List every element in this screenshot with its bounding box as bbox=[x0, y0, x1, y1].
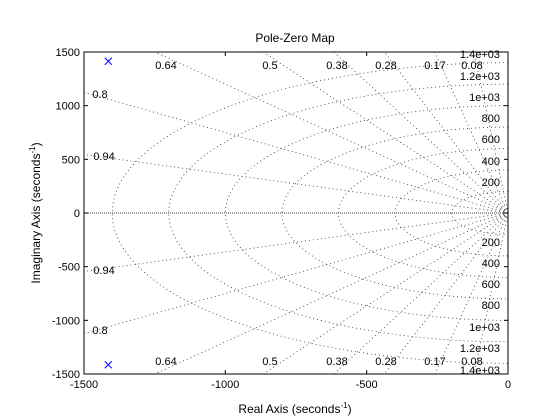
frequency-label: 200 bbox=[482, 237, 500, 249]
x-tick-label: -1500 bbox=[70, 379, 98, 391]
damping-label: 0.94 bbox=[93, 151, 114, 163]
damping-label: 0.64 bbox=[155, 60, 176, 72]
damping-label: 0.08 bbox=[461, 60, 482, 72]
frequency-label: 1.2e+03 bbox=[460, 71, 500, 83]
damping-label: 0.28 bbox=[375, 356, 396, 368]
frequency-grid-circle bbox=[281, 126, 508, 300]
mark-layer bbox=[104, 57, 113, 369]
damping-grid-line bbox=[84, 154, 508, 214]
axes-layer: -1500 -1000 -500 0 1500 1000 500 0 -500 -1000 -150… bbox=[52, 47, 511, 391]
frequency-grid-circle bbox=[112, 62, 508, 364]
x-tick-label: 0 bbox=[505, 379, 511, 391]
text-layer: Pole-Zero Map Real Axis (seconds-1) Imag… bbox=[28, 31, 500, 416]
damping-label: 0.38 bbox=[326, 356, 347, 368]
y-tick-label: -1500 bbox=[52, 369, 80, 381]
x-axis-label: Real Axis (seconds-1) bbox=[238, 401, 351, 416]
y-tick-label: 1000 bbox=[56, 101, 80, 113]
damping-label: 0.8 bbox=[92, 89, 107, 101]
damping-label: 0.28 bbox=[375, 60, 396, 72]
y-tick-label: 0 bbox=[74, 208, 80, 220]
frequency-label: 1e+03 bbox=[469, 92, 500, 104]
damping-label: 0.08 bbox=[461, 356, 482, 368]
frequency-label: 1.4e+03 bbox=[460, 49, 500, 61]
y-tick-label: -1000 bbox=[52, 315, 80, 327]
damping-grid-line bbox=[84, 212, 508, 272]
pole-marker bbox=[104, 57, 113, 66]
frequency-label: 1.4e+03 bbox=[460, 365, 500, 377]
damping-label: 0.17 bbox=[424, 356, 445, 368]
y-tick-label: 500 bbox=[62, 154, 80, 166]
damping-label: 0.8 bbox=[92, 325, 107, 337]
damping-label: 0.5 bbox=[262, 60, 277, 72]
y-tick-label: 1500 bbox=[56, 47, 80, 59]
frequency-label: 600 bbox=[482, 279, 500, 291]
damping-label: 0.38 bbox=[326, 60, 347, 72]
pole-marker bbox=[104, 360, 113, 369]
frequency-label: 1.2e+03 bbox=[460, 343, 500, 355]
frequency-label: 200 bbox=[482, 177, 500, 189]
y-axis-label: Imaginary Axis (seconds-1) bbox=[28, 142, 43, 283]
frequency-label: 800 bbox=[482, 113, 500, 125]
frequency-label: 800 bbox=[482, 300, 500, 312]
frequency-label: 400 bbox=[482, 258, 500, 270]
damping-label: 0.17 bbox=[424, 60, 445, 72]
damping-label: 0.94 bbox=[93, 265, 114, 277]
chart-title: Pole-Zero Map bbox=[255, 31, 335, 45]
frequency-label: 1e+03 bbox=[469, 322, 500, 334]
y-tick-label: -500 bbox=[58, 262, 80, 274]
damping-label: 0.5 bbox=[262, 356, 277, 368]
x-tick-label: -500 bbox=[356, 379, 378, 391]
damping-grid-line bbox=[383, 52, 508, 214]
grid-layer bbox=[84, 52, 508, 374]
frequency-label: 400 bbox=[482, 156, 500, 168]
damping-grid-line bbox=[383, 212, 508, 374]
frequency-grid-circle bbox=[451, 191, 508, 235]
damping-label: 0.64 bbox=[155, 356, 176, 368]
frequency-label: 600 bbox=[482, 134, 500, 146]
x-tick-label: -1000 bbox=[211, 379, 239, 391]
